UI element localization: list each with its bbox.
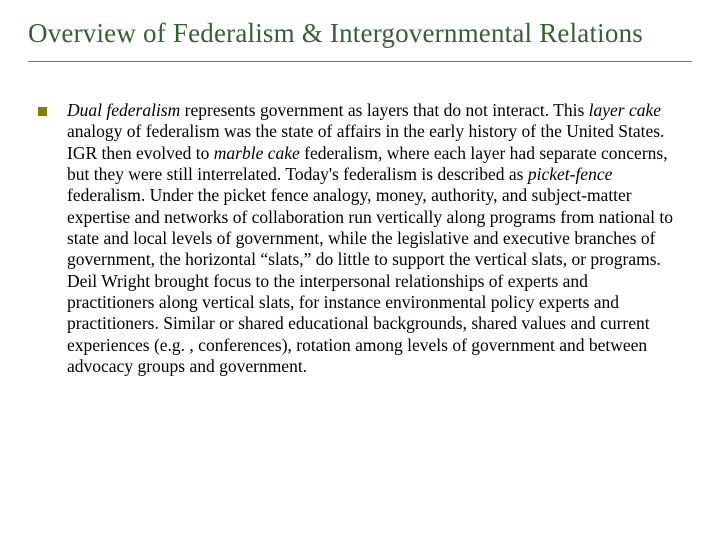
term-dual-federalism: Dual federalism [67, 100, 180, 120]
body-paragraph: Dual federalism represents government as… [67, 100, 677, 377]
square-bullet-icon [38, 107, 47, 116]
term-picket-fence: picket-fence [528, 164, 613, 184]
title-underline: Overview of Federalism & Intergovernment… [28, 18, 692, 62]
body-text: federalism. Under the picket fence analo… [67, 185, 673, 376]
page-title: Overview of Federalism & Intergovernment… [28, 18, 692, 49]
term-layer-cake: layer cake [589, 100, 661, 120]
body-region: Dual federalism represents government as… [28, 100, 692, 377]
slide: Overview of Federalism & Intergovernment… [0, 0, 720, 540]
body-text: represents government as layers that do … [180, 100, 588, 120]
term-marble-cake: marble cake [214, 143, 300, 163]
